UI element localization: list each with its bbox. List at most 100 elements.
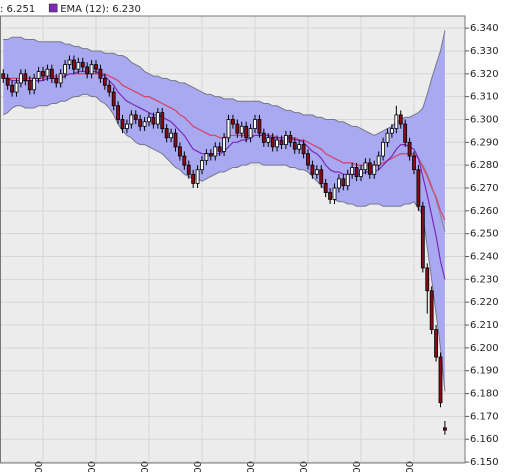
y-tick-label: 6.260 [470,206,499,217]
candle-body [301,144,306,155]
candle-body [23,73,28,82]
band-upper [3,30,446,137]
legend-swatch [48,3,58,13]
x-tick-label: 11:00 [87,461,98,472]
legend-label: : 6.251 [0,4,35,15]
x-tick-label: 10:00 [34,461,45,472]
y-tick-label: 6.160 [470,434,499,445]
candle-body [45,68,50,77]
y-tick-label: 6.240 [470,252,499,263]
y-tick-label: 6.180 [470,389,499,400]
candle-body [169,132,173,139]
candle-body [72,59,76,70]
candle-body [310,164,315,175]
candle-body [36,71,41,79]
candle-body [204,153,209,161]
candle-body [319,169,324,184]
y-tick-label: 6.290 [470,137,499,148]
candle-body [222,137,226,152]
candle-body [107,84,112,93]
candle-body [76,61,81,70]
candle-body [235,123,240,134]
candle-body [394,114,399,130]
candle-body [253,119,257,130]
x-tick-label: 17:00 [405,461,416,472]
y-tick-label: 6.340 [470,23,499,34]
candle-body [275,139,279,148]
candle-body [425,267,430,292]
y-tick-label: 6.210 [470,320,499,331]
candle-body [332,187,337,200]
candle-body [98,68,103,79]
candle-body [32,77,37,91]
candle-body [239,125,244,134]
candle-body [438,356,443,404]
candle-body [341,178,346,187]
y-tick-label: 6.310 [470,92,499,103]
candle-body [288,135,293,143]
plot-border [0,15,466,464]
candle-body [376,155,381,166]
candle-body [129,114,134,125]
candle-body [350,167,355,175]
candle-body [266,137,271,143]
candle-body [314,169,319,175]
band-lower [3,93,446,392]
candle-body [155,112,160,125]
candle-body [182,155,187,166]
x-tick-label: 14:00 [246,461,257,472]
candle-body [111,91,116,107]
candle-body [231,119,235,125]
candle-body [279,139,284,145]
candle-body [10,84,14,93]
candle-body [367,162,372,175]
candle-body [213,146,218,157]
candle-body [191,173,196,184]
candle-body [443,427,447,431]
candle-body [160,112,165,130]
x-tick-label: 13:00 [193,461,204,472]
candle-body [80,61,85,68]
candle-body [306,153,310,166]
y-tick-label: 6.200 [470,343,499,354]
candle-body [125,123,129,130]
candle-body [328,192,332,200]
candle-body [345,173,350,187]
candle-body [226,119,231,139]
candle-body [261,132,266,143]
candle-body [372,164,377,175]
candle-body [5,77,10,86]
candle-body [359,169,363,177]
candle-body [363,162,368,171]
plot-area [0,16,465,463]
candle-body [292,141,297,150]
x-tick-label: 16:00 [352,461,363,472]
candle-body [381,141,385,157]
candle-body [151,116,156,125]
y-tick-label: 6.190 [470,366,499,377]
band-area [3,30,445,392]
candle-body [398,114,403,125]
candle-body [337,178,341,189]
candle-body [164,128,169,139]
candle-body [1,73,6,79]
candle-body [257,119,262,134]
x-tick-label: 15:00 [299,461,310,472]
y-tick-label: 6.230 [470,274,499,285]
candle-body [54,77,59,84]
candle-body [58,73,63,84]
y-tick-label: 6.170 [470,411,499,422]
candle-body [27,80,32,91]
candle-body [208,153,213,157]
y-tick-label: 6.270 [470,183,499,194]
candle-body [94,64,98,70]
candle-body [297,144,302,150]
candle-body [102,77,107,86]
candle-body [200,160,204,171]
candle-body [412,155,416,171]
candle-body [390,128,394,134]
y-tick-label: 6.250 [470,229,499,240]
candle-body [420,205,425,269]
candle-body [142,121,147,127]
